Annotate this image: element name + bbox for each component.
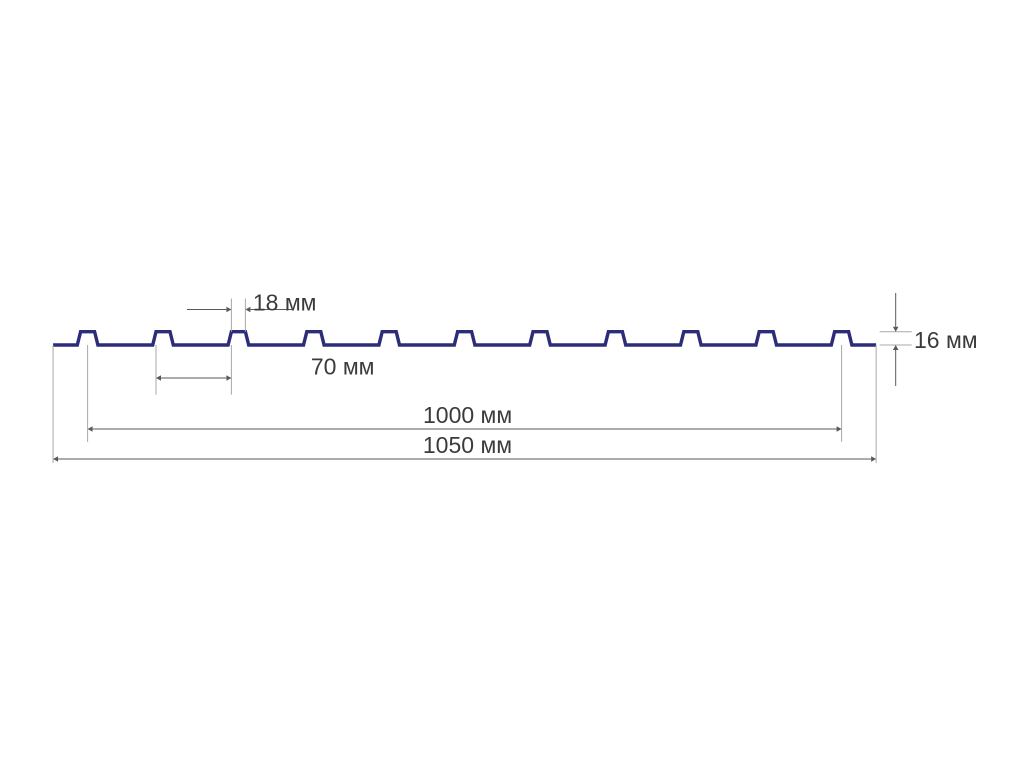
svg-text:1000 мм: 1000 мм	[423, 402, 512, 428]
svg-text:18 мм: 18 мм	[253, 289, 317, 315]
svg-text:70 мм: 70 мм	[311, 353, 375, 379]
svg-text:1050 мм: 1050 мм	[423, 432, 512, 458]
svg-text:16 мм: 16 мм	[914, 327, 978, 353]
